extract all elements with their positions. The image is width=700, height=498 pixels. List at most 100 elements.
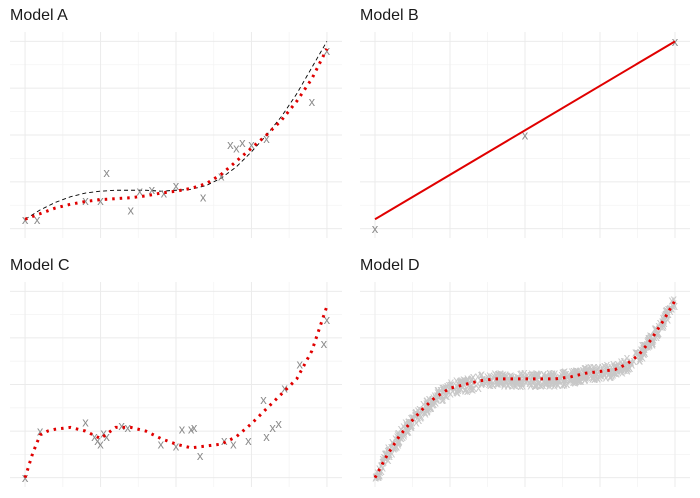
data-point: x	[380, 454, 387, 469]
data-point: x	[585, 360, 592, 375]
data-point: x	[533, 367, 540, 382]
data-point: x	[248, 137, 255, 152]
data-point: x	[663, 306, 670, 321]
data-point: x	[380, 455, 387, 470]
data-point: x	[561, 377, 568, 392]
data-point: x	[440, 392, 447, 407]
data-point: x	[610, 356, 617, 371]
data-point: x	[583, 370, 590, 385]
data-point: x	[478, 367, 485, 382]
data-point: x	[453, 373, 460, 388]
data-point: x	[568, 372, 575, 387]
data-point: x	[527, 378, 534, 393]
data-point: x	[376, 467, 383, 482]
data-point: x	[480, 371, 487, 386]
data-point: x	[597, 367, 604, 382]
data-point: x	[429, 397, 436, 412]
data-point: x	[549, 367, 556, 382]
data-point: x	[455, 382, 462, 397]
data-point: x	[408, 419, 415, 434]
data-point: x	[638, 342, 645, 357]
data-point: x	[552, 375, 559, 390]
data-point: x	[605, 359, 612, 374]
data-point: x	[566, 371, 573, 386]
data-point: x	[641, 341, 648, 356]
data-point: x	[591, 366, 598, 381]
data-point: x	[522, 372, 529, 387]
data-point: x	[643, 338, 650, 353]
data-point: x	[604, 360, 611, 375]
data-point: x	[650, 335, 657, 350]
data-point: x	[409, 417, 416, 432]
data-point: x	[480, 373, 487, 388]
data-point: x	[521, 365, 528, 380]
data-point: x	[498, 368, 505, 383]
data-point: x	[403, 422, 410, 437]
data-point: x	[514, 375, 521, 390]
grid	[360, 282, 690, 487]
data-point: x	[411, 411, 418, 426]
data-point: x	[394, 428, 401, 443]
data-point: x	[434, 388, 441, 403]
data-point: x	[647, 327, 654, 342]
data-point: x	[497, 366, 504, 381]
data-point: x	[420, 396, 427, 411]
data-point: x	[573, 368, 580, 383]
data-point: x	[483, 373, 490, 388]
data-point: x	[91, 429, 98, 444]
data-point: x	[405, 416, 412, 431]
data-point: x	[622, 358, 629, 373]
data-point: x	[385, 440, 392, 455]
data-point: x	[576, 371, 583, 386]
data-point: x	[621, 361, 628, 376]
data-point: x	[460, 375, 467, 390]
data-point: x	[625, 357, 632, 372]
data-point: x	[649, 336, 656, 351]
data-point: x	[655, 325, 662, 340]
data-point: x	[447, 380, 454, 395]
data-point: x	[191, 420, 198, 435]
data-point: x	[376, 468, 383, 483]
data-point: x	[82, 414, 89, 429]
data-point: x	[572, 374, 579, 389]
data-point: x	[551, 370, 558, 385]
data-point: x	[447, 385, 454, 400]
data-point: x	[464, 373, 471, 388]
data-point: x	[600, 366, 607, 381]
data-point: x	[459, 378, 466, 393]
data-point: x	[557, 370, 564, 385]
data-point: x	[577, 372, 584, 387]
data-point: x	[522, 369, 529, 384]
data-point: x	[549, 373, 556, 388]
data-point: x	[451, 381, 458, 396]
data-point: x	[664, 303, 671, 318]
data-point: x	[624, 363, 631, 378]
data-point: x	[269, 420, 276, 435]
data-point: x	[663, 306, 670, 321]
data-point: x	[464, 373, 471, 388]
data-point: x	[573, 371, 580, 386]
data-point: x	[94, 433, 101, 448]
data-point: x	[503, 369, 510, 384]
data-point: x	[587, 359, 594, 374]
data-point: x	[667, 300, 674, 315]
data-point: x	[611, 365, 618, 380]
data-point: x	[522, 128, 529, 143]
data-point: x	[394, 426, 401, 441]
data-point: x	[428, 400, 435, 415]
data-point: x	[431, 396, 438, 411]
data-point: x	[650, 331, 657, 346]
fitted-curve	[374, 40, 676, 221]
data-point: x	[377, 464, 384, 479]
data-point: x	[393, 431, 400, 446]
data-point: x	[509, 368, 516, 383]
data-point: x	[494, 375, 501, 390]
data-point: x	[424, 404, 431, 419]
data-point: x	[505, 378, 512, 393]
data-point: x	[453, 382, 460, 397]
data-point: x	[509, 377, 516, 392]
data-point: x	[424, 403, 431, 418]
data-point: x	[376, 467, 383, 482]
data-point: x	[584, 369, 591, 384]
